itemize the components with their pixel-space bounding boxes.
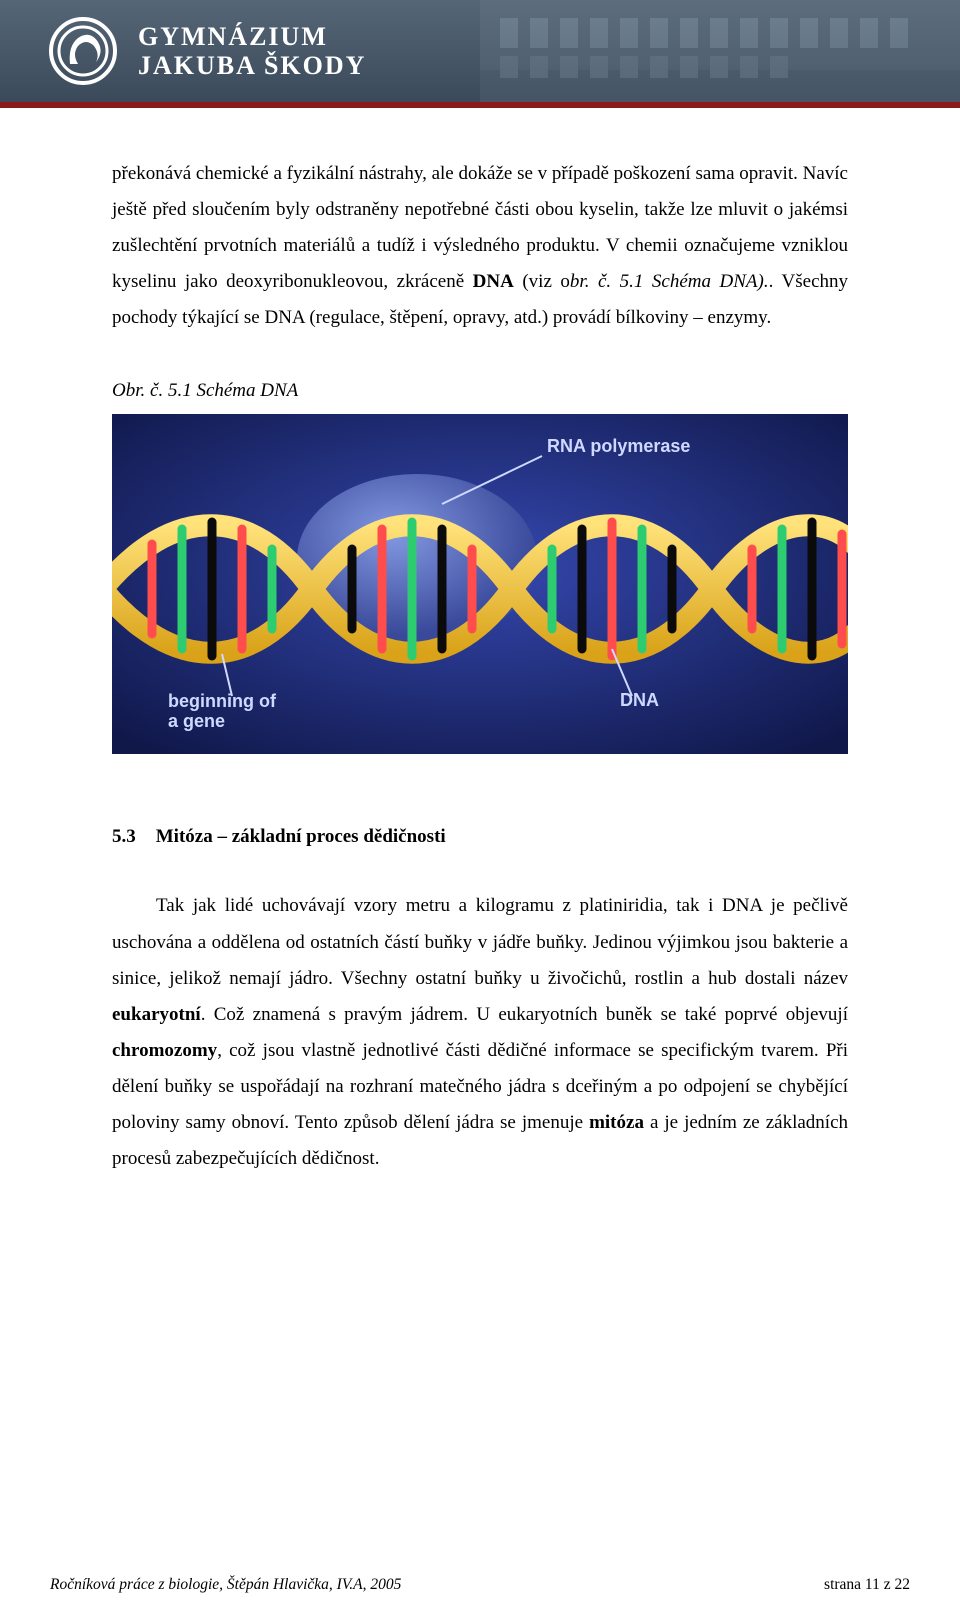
footer-right: strana 11 z 22 — [824, 1576, 910, 1594]
fig-label-begin: beginning of a gene — [168, 692, 276, 732]
p1-ital-ref: br. č. 5.1 Schéma DNA). — [570, 271, 769, 292]
fig-label-begin-l1: beginning of — [168, 692, 276, 712]
fig-label-rna: RNA polymerase — [547, 436, 690, 457]
p2-run2: . Což znamená s pravým jádrem. U eukaryo… — [201, 1004, 848, 1025]
paragraph-1: překonává chemické a fyzikální nástrahy,… — [112, 156, 848, 336]
heading-number: 5.3 — [112, 826, 136, 848]
p2-bold-mitoza: mitóza — [589, 1112, 644, 1133]
heading-text: Mitóza – základní proces dědičnosti — [156, 826, 446, 847]
p2-bold-eukaryotni: eukaryotní — [112, 1004, 201, 1025]
p2-bold-chromozomy: chromozomy — [112, 1040, 217, 1061]
fig-label-begin-l2: a gene — [168, 712, 276, 732]
section-heading: 5.3 Mitóza – základní proces dědičnosti — [112, 826, 848, 848]
school-name: GYMNÁZIUM JAKUBA ŠKODY — [138, 22, 366, 80]
p2-run1: Tak jak lidé uchovávají vzory metru a ki… — [112, 895, 848, 988]
fig-label-dna: DNA — [620, 690, 659, 711]
figure-caption: Obr. č. 5.1 Schéma DNA — [112, 380, 848, 402]
figure-dna-schema: RNA polymerase DNA beginning of a gene — [112, 414, 848, 754]
header-content: GYMNÁZIUM JAKUBA ŠKODY — [0, 0, 960, 102]
p1-bold-dna: DNA — [473, 271, 514, 292]
page-footer: Ročníková práce z biologie, Štěpán Hlavi… — [50, 1576, 910, 1594]
page-content: překonává chemické a fyzikální nástrahy,… — [0, 108, 960, 1177]
school-logo — [48, 16, 118, 86]
school-name-line1: GYMNÁZIUM — [138, 22, 366, 51]
header-banner: GYMNÁZIUM JAKUBA ŠKODY — [0, 0, 960, 108]
footer-left: Ročníková práce z biologie, Štěpán Hlavi… — [50, 1576, 401, 1594]
p1-run2: (viz o — [514, 271, 570, 292]
school-name-line2: JAKUBA ŠKODY — [138, 51, 366, 80]
paragraph-2: Tak jak lidé uchovávají vzory metru a ki… — [112, 888, 848, 1177]
